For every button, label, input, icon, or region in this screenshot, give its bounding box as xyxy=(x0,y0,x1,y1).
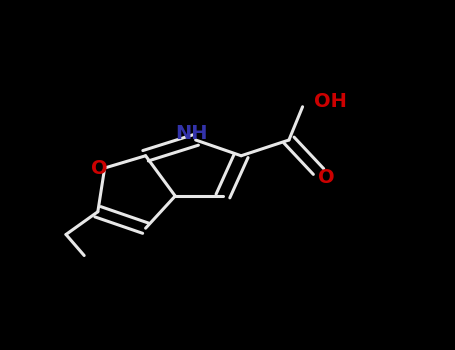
Text: O: O xyxy=(91,159,107,178)
Text: OH: OH xyxy=(314,92,347,111)
Text: O: O xyxy=(318,168,335,187)
Text: NH: NH xyxy=(175,124,207,143)
